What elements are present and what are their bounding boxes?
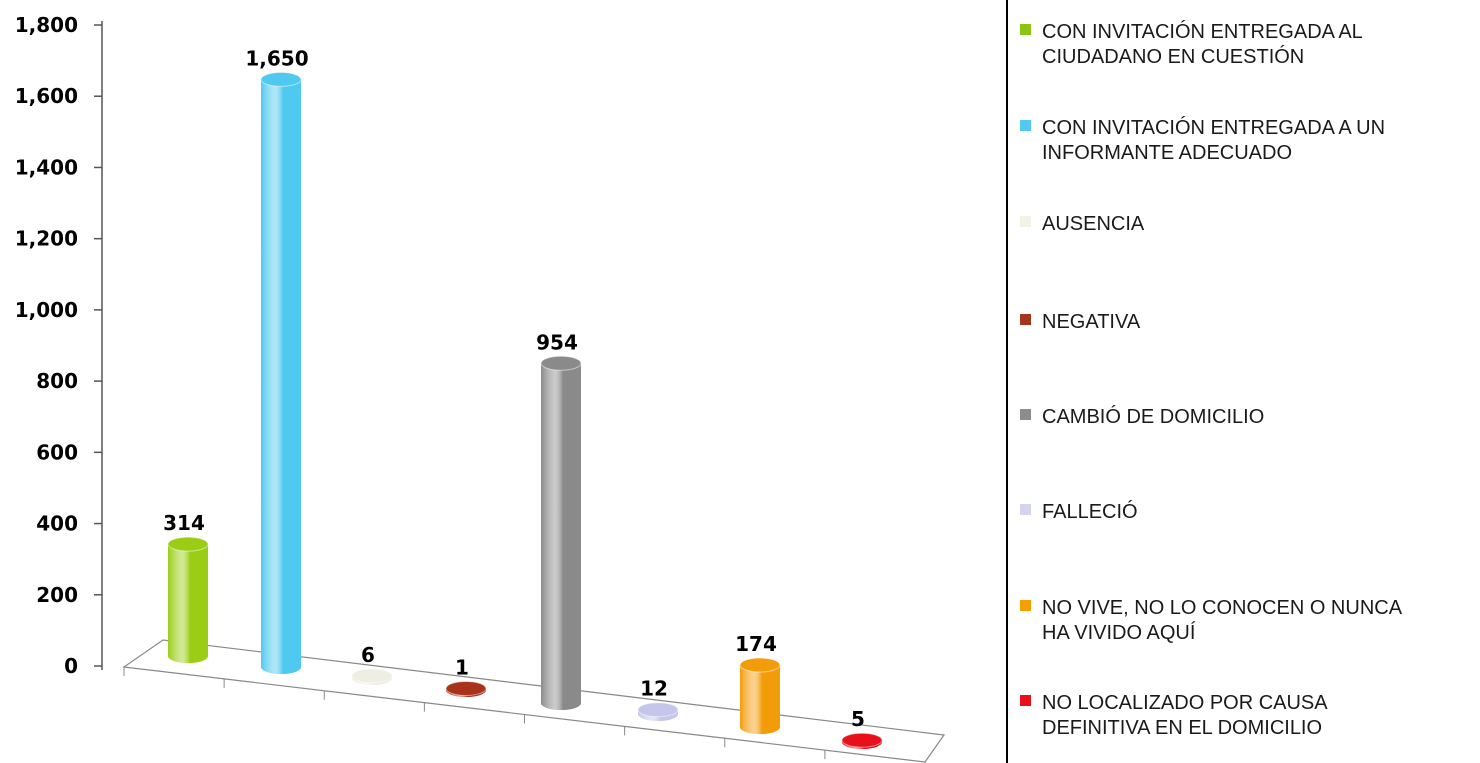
bar-1 xyxy=(167,536,209,663)
chart-floor xyxy=(122,639,946,763)
y-tick-label: 0 xyxy=(64,654,78,678)
legend-label-line: NO VIVE, NO LO CONOCEN O NUNCA xyxy=(1042,597,1403,619)
data-label: 954 xyxy=(536,330,578,354)
legend-label-line: CIUDADANO EN CUESTIÓN xyxy=(1042,46,1305,68)
bar-top xyxy=(841,732,883,748)
bar-shading xyxy=(168,544,208,663)
bar-shading xyxy=(740,665,780,734)
bar-top xyxy=(260,71,302,87)
legend-swatch xyxy=(1020,314,1031,325)
bar-3 xyxy=(351,668,393,685)
bar-top xyxy=(739,657,781,673)
legend-label-line: DEFINITIVA EN EL DOMICILIO xyxy=(1042,717,1323,739)
data-label: 1,650 xyxy=(245,46,308,70)
y-tick-label: 600 xyxy=(36,440,78,464)
data-label: 6 xyxy=(361,643,375,667)
bar-6 xyxy=(637,702,679,721)
legend-label-line: NO LOCALIZADO POR CAUSA xyxy=(1042,692,1328,714)
legend-label-line: INFORMANTE ADECUADO xyxy=(1042,142,1293,164)
y-tick-label: 1,600 xyxy=(15,84,78,108)
legend-swatch xyxy=(1020,600,1031,611)
bar-chart: 0 200 400 600 800 1,000 1,200 1,400 1,600 1,800 3… xyxy=(15,13,946,763)
data-label: 314 xyxy=(163,511,205,535)
bar-5 xyxy=(540,355,582,710)
legend-swatch xyxy=(1020,504,1031,515)
y-tick-label: 1,800 xyxy=(15,13,78,37)
legend-label-line: AUSENCIA xyxy=(1042,213,1145,235)
legend-label: AUSENCIA xyxy=(1042,212,1480,237)
y-tick-label: 1,200 xyxy=(15,227,78,251)
bar-4 xyxy=(445,681,487,697)
data-label: 12 xyxy=(640,677,668,701)
data-label: 5 xyxy=(851,707,865,731)
legend-label-line: FALLECIÓ xyxy=(1042,501,1138,523)
legend-label: NO LOCALIZADO POR CAUSA DEFINITIVA EN EL … xyxy=(1042,691,1480,741)
y-tick-label: 1,400 xyxy=(15,155,78,179)
bar-top xyxy=(637,702,679,718)
bar-top xyxy=(540,355,582,371)
legend-label: NEGATIVA xyxy=(1042,310,1480,335)
legend-swatch xyxy=(1020,216,1031,227)
legend-label: CON INVITACIÓN ENTREGADA A UN INFORMANTE … xyxy=(1042,116,1480,166)
y-tick-label: 200 xyxy=(36,583,78,607)
y-tick-label: 1,000 xyxy=(15,298,78,322)
legend-label: FALLECIÓ xyxy=(1042,500,1480,525)
data-label: 1 xyxy=(455,656,469,680)
legend-swatch xyxy=(1020,120,1031,131)
data-label: 174 xyxy=(735,632,777,656)
legend-label-line: CAMBIÓ DE DOMICILIO xyxy=(1042,406,1265,428)
legend-swatch xyxy=(1020,24,1031,35)
bar-8 xyxy=(841,732,883,749)
bar-shading xyxy=(261,79,301,674)
bar-top xyxy=(445,681,487,696)
legend-label-line: CON INVITACIÓN ENTREGADA A UN xyxy=(1042,117,1386,139)
legend-label: CAMBIÓ DE DOMICILIO xyxy=(1042,405,1480,430)
y-tick-label: 400 xyxy=(36,512,78,536)
legend-label-line: CON INVITACIÓN ENTREGADA AL xyxy=(1042,21,1363,43)
legend-swatch xyxy=(1020,409,1031,420)
bar-shading xyxy=(541,363,581,710)
bar-2 xyxy=(260,71,302,674)
legend-label: CON INVITACIÓN ENTREGADA AL CIUDADANO EN … xyxy=(1042,20,1480,70)
y-tick-label: 800 xyxy=(36,369,78,393)
bar-top xyxy=(351,668,393,684)
legend-label-line: NEGATIVA xyxy=(1042,311,1141,333)
legend-swatch xyxy=(1020,695,1031,706)
legend-label-line: HA VIVIDO AQUÍ xyxy=(1042,622,1196,644)
legend-label: NO VIVE, NO LO CONOCEN O NUNCA HA VIVIDO … xyxy=(1042,596,1480,646)
bar-7 xyxy=(739,657,781,734)
bar-top xyxy=(167,536,209,552)
chart-legend: CON INVITACIÓN ENTREGADA AL CIUDADANO EN … xyxy=(1006,0,1480,763)
